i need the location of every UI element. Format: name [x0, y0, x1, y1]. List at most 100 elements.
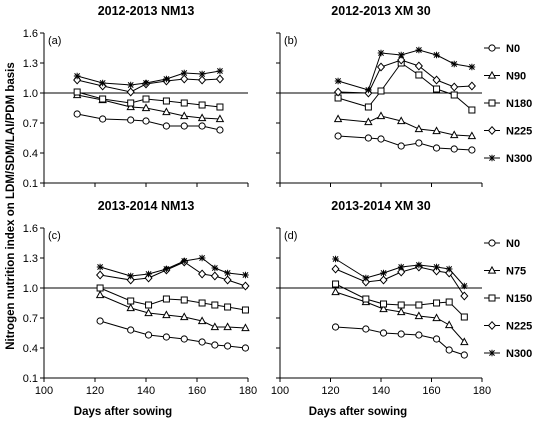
- data-point: [450, 145, 458, 153]
- legend-marker: [487, 70, 497, 79]
- y-tick-label: 0.1: [23, 178, 38, 190]
- data-point: [180, 312, 189, 321]
- data-point: [224, 342, 232, 350]
- data-point: [415, 139, 423, 147]
- data-point: [432, 126, 441, 135]
- series-N300: [73, 67, 224, 89]
- data-point: [445, 298, 453, 306]
- data-point: [180, 296, 188, 304]
- data-point: [397, 263, 405, 271]
- y-tick-label: 1.6: [23, 223, 38, 235]
- data-point: [162, 122, 170, 130]
- data-point: [467, 131, 477, 140]
- series-line: [99, 320, 246, 349]
- data-point: [450, 91, 458, 99]
- data-point: [432, 75, 441, 85]
- data-point: [415, 301, 423, 309]
- data-point: [397, 267, 406, 277]
- legend-entry: N90: [506, 71, 526, 83]
- y-axis-label: Nitrogen nutrition index on LDM/SDM/LAI/…: [5, 62, 17, 350]
- data-point: [334, 77, 342, 85]
- legend: N0 N75 N150 N225 N300: [484, 238, 532, 360]
- y-tick-label: 0.7: [23, 313, 38, 325]
- data-point: [198, 338, 206, 346]
- series-line: [338, 115, 472, 137]
- data-point: [99, 95, 107, 103]
- data-point: [380, 300, 388, 308]
- data-point: [379, 329, 388, 337]
- data-point: [180, 335, 188, 343]
- data-point: [144, 308, 153, 317]
- series-line: [99, 287, 246, 311]
- data-point: [414, 311, 424, 320]
- panel-label: (b): [284, 35, 297, 47]
- data-point: [163, 75, 170, 83]
- data-point: [224, 303, 232, 311]
- data-point: [73, 110, 81, 118]
- data-point: [433, 263, 440, 271]
- data-point: [376, 111, 386, 120]
- data-point: [95, 290, 105, 299]
- data-point: [334, 87, 343, 97]
- data-point: [433, 299, 441, 307]
- data-point: [331, 323, 340, 331]
- data-point: [468, 63, 476, 71]
- data-point: [223, 322, 232, 331]
- legend: N0 N90 N180 N225 N300: [484, 43, 532, 165]
- data-point: [362, 274, 370, 282]
- data-point: [397, 55, 406, 65]
- data-point: [379, 275, 388, 285]
- legend-marker: [488, 99, 496, 107]
- panel-title: 2012-2013 XM 30: [331, 4, 430, 18]
- data-point: [331, 264, 340, 274]
- data-point: [197, 113, 207, 122]
- data-point: [224, 269, 231, 277]
- y-tick-label: 1.0: [23, 88, 38, 100]
- data-point: [162, 97, 170, 105]
- legend-entry: N180: [506, 98, 532, 110]
- panel-title: 2013-2014 XM 30: [331, 199, 430, 213]
- series-N300: [332, 255, 468, 290]
- data-point: [198, 101, 206, 109]
- data-point: [461, 282, 468, 290]
- data-point: [127, 116, 135, 124]
- data-point: [96, 317, 104, 325]
- data-point: [142, 95, 150, 103]
- data-point: [415, 71, 423, 79]
- data-point: [333, 114, 343, 123]
- panel-c: 0.1 0.4 0.7 1.0 1.3 1.6 100 120 140 160 180 2013-20…: [23, 199, 257, 397]
- data-point: [377, 135, 385, 143]
- data-point: [210, 322, 220, 331]
- y-tick-label: 1.3: [23, 58, 38, 70]
- data-point: [198, 269, 207, 279]
- series-N75: [331, 287, 469, 346]
- data-point: [180, 122, 188, 130]
- x-tick-label: 180: [239, 385, 257, 397]
- data-point: [223, 275, 232, 285]
- data-point: [180, 99, 188, 107]
- data-point: [127, 326, 135, 334]
- data-point: [145, 301, 153, 309]
- series-N90: [333, 111, 477, 140]
- data-point: [377, 87, 385, 95]
- legend-marker: [488, 44, 496, 52]
- data-point: [468, 106, 476, 114]
- data-point: [432, 335, 441, 343]
- data-point: [126, 87, 135, 97]
- series-line: [337, 49, 472, 91]
- data-point: [460, 351, 468, 359]
- panel-label: (a): [48, 35, 61, 47]
- panel-b: 2012-2013 XM 30 (b) N0 N90 N180 N225 N300: [276, 4, 532, 187]
- legend-marker: [487, 320, 497, 331]
- data-point: [162, 295, 170, 303]
- data-point: [450, 60, 458, 68]
- data-point: [163, 265, 170, 273]
- y-tick-label: 1.0: [23, 283, 38, 295]
- data-point: [180, 111, 189, 120]
- data-point: [126, 303, 135, 312]
- panel-title: 2012-2013 NM13: [98, 4, 195, 18]
- data-point: [241, 323, 250, 332]
- data-point: [241, 344, 250, 352]
- data-point: [362, 295, 370, 303]
- data-point: [362, 325, 370, 333]
